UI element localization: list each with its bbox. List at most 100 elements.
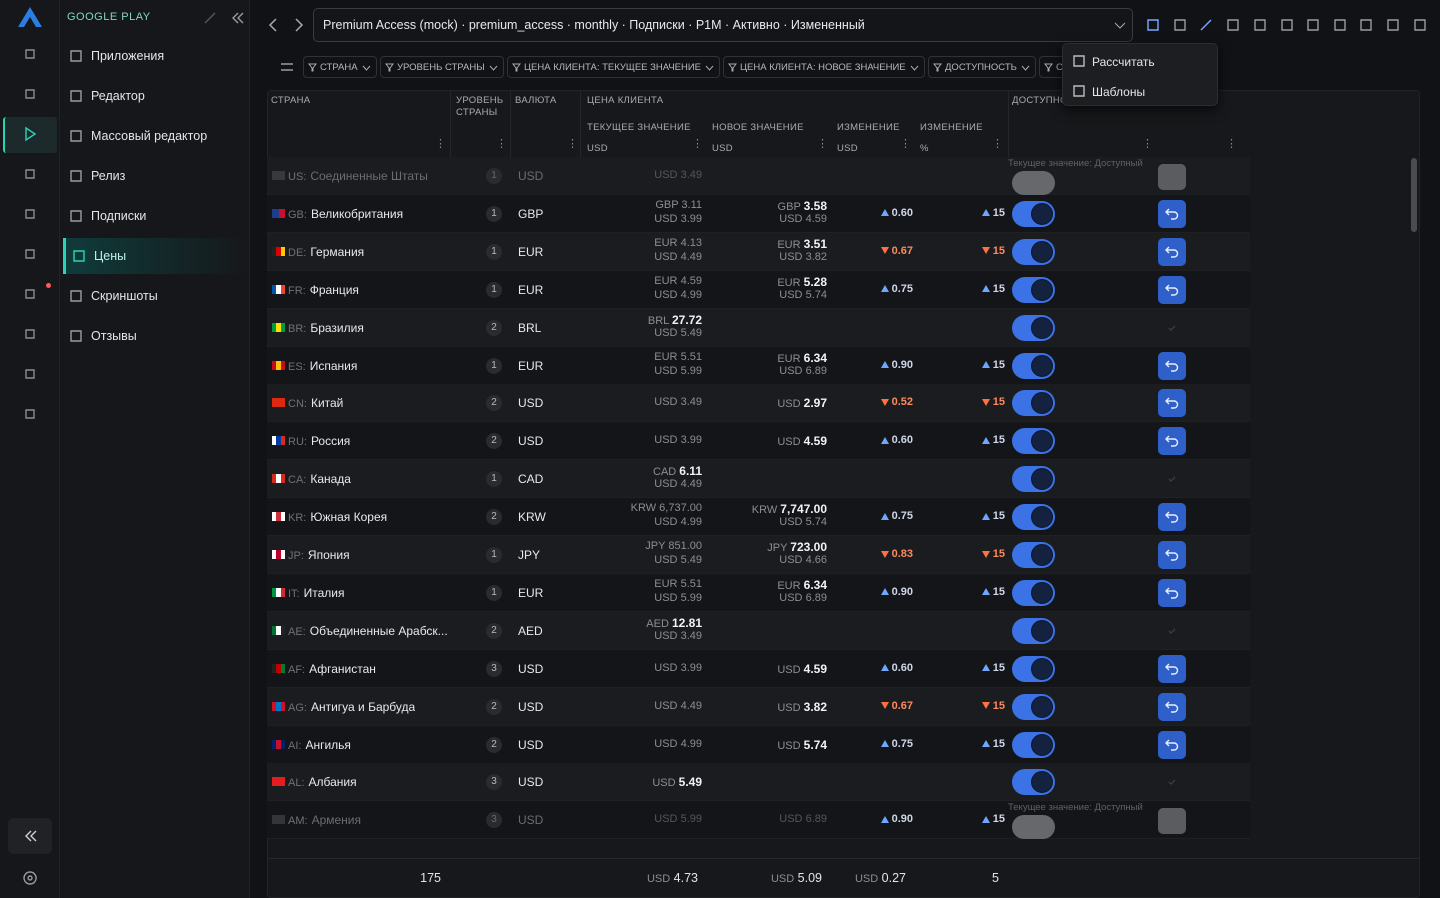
nav-item[interactable]: Скриншоты xyxy=(63,278,249,314)
nav-item[interactable]: Отзывы xyxy=(63,318,249,354)
check-icon[interactable] xyxy=(1164,471,1180,492)
nav-arrows[interactable] xyxy=(265,16,309,34)
rail-icon[interactable] xyxy=(22,828,38,849)
revert-button[interactable] xyxy=(1158,730,1186,759)
toolbar-button[interactable] xyxy=(1198,17,1214,38)
revert-button[interactable] xyxy=(1158,692,1186,721)
breadcrumb-select[interactable]: Premium Access (mock) · premium_access ·… xyxy=(313,8,1133,42)
nav-item[interactable]: Релиз xyxy=(63,158,249,194)
nav-item[interactable]: Редактор xyxy=(63,78,249,114)
toolbar-button[interactable] xyxy=(1252,17,1268,38)
filter-chip[interactable]: УРОВЕНЬ СТРАНЫ xyxy=(380,56,504,78)
nav-icon[interactable] xyxy=(68,168,84,189)
rail-icon[interactable] xyxy=(22,166,38,187)
collapse-sidebar[interactable] xyxy=(229,10,245,31)
nav-item[interactable]: Приложения xyxy=(63,38,249,74)
revert-button[interactable] xyxy=(1158,427,1186,456)
current-price: GBP 3.11 xyxy=(585,199,702,211)
nav-icon[interactable] xyxy=(68,48,84,69)
toolbar-button[interactable] xyxy=(1225,17,1241,38)
toolbar-button[interactable] xyxy=(1305,17,1321,38)
rail-icon[interactable] xyxy=(22,286,38,307)
rail-active[interactable] xyxy=(3,117,57,153)
edit-button[interactable] xyxy=(202,10,218,31)
availability-toggle[interactable] xyxy=(1012,200,1055,227)
revert-button[interactable] xyxy=(1158,351,1186,380)
revert-button[interactable] xyxy=(1158,199,1186,228)
revert-button[interactable] xyxy=(1158,541,1186,569)
menu-item[interactable]: Рассчитать xyxy=(1063,47,1217,75)
revert-button[interactable] xyxy=(1158,578,1186,607)
availability-toggle[interactable] xyxy=(1012,428,1055,455)
availability-toggle[interactable] xyxy=(1012,238,1055,265)
nav-icon[interactable] xyxy=(71,248,87,269)
menu-icon[interactable] xyxy=(1071,83,1087,104)
currency-code: EUR xyxy=(777,352,801,365)
flag-stripe xyxy=(280,701,285,711)
rail-icon[interactable] xyxy=(22,86,38,107)
new-price: USD 6.89 xyxy=(707,365,827,377)
nav-item[interactable]: Цены xyxy=(63,238,249,274)
flag xyxy=(272,739,285,749)
toolbar-button[interactable] xyxy=(1358,17,1374,38)
nav-icon[interactable] xyxy=(68,328,84,349)
revert-button[interactable] xyxy=(1158,654,1186,683)
nav-item[interactable]: Подписки xyxy=(63,198,249,234)
rail-icon[interactable] xyxy=(22,246,38,267)
filter-toggle[interactable] xyxy=(279,59,295,80)
change-value: 0.75 xyxy=(832,283,913,295)
nav-label: Приложения xyxy=(91,49,165,63)
availability-toggle[interactable] xyxy=(1012,731,1055,758)
nav-icon[interactable] xyxy=(68,208,84,229)
rail-icon[interactable] xyxy=(22,406,38,427)
rail-icon[interactable] xyxy=(22,366,38,387)
toolbar-button[interactable] xyxy=(1332,17,1348,38)
check-icon[interactable] xyxy=(1164,623,1180,644)
filter-chip[interactable]: ДОСТУПНОСТЬ xyxy=(928,56,1036,78)
footer-pct: 5 xyxy=(992,871,999,885)
availability-toggle[interactable] xyxy=(1012,352,1055,379)
toolbar-button[interactable] xyxy=(1145,17,1161,38)
revert-button[interactable] xyxy=(1158,503,1186,532)
scrollbar[interactable] xyxy=(1411,158,1417,232)
rail-icon[interactable] xyxy=(22,870,38,891)
check-icon[interactable] xyxy=(1164,774,1180,795)
availability-toggle[interactable] xyxy=(1012,579,1055,606)
revert-button[interactable] xyxy=(1158,389,1186,418)
filter-chip[interactable]: ЦЕНА КЛИЕНТА: ТЕКУЩЕЕ ЗНАЧЕНИЕ xyxy=(507,56,721,78)
rail-icon[interactable] xyxy=(22,326,38,347)
availability-toggle[interactable] xyxy=(1012,769,1055,796)
nav-icon[interactable] xyxy=(68,128,84,149)
availability-toggle[interactable] xyxy=(1012,276,1055,303)
rail-icon[interactable] xyxy=(22,126,38,147)
toolbar-button[interactable] xyxy=(1172,17,1188,38)
revert-button[interactable] xyxy=(1158,275,1186,304)
nav-icon[interactable] xyxy=(68,288,84,309)
filter-chip[interactable]: СТРАНА xyxy=(303,56,377,78)
menu-icon[interactable] xyxy=(1071,53,1087,74)
availability-toggle[interactable] xyxy=(1012,655,1055,682)
icon-glyph xyxy=(1414,19,1426,31)
rail-icon[interactable] xyxy=(22,46,38,67)
revert-button[interactable] xyxy=(1158,237,1186,266)
toolbar-button[interactable] xyxy=(1279,17,1295,38)
nav-icon[interactable] xyxy=(68,88,84,109)
flag-stripe xyxy=(280,246,285,256)
collapse-button[interactable] xyxy=(8,818,52,854)
availability-toggle[interactable] xyxy=(1012,390,1055,417)
availability-toggle[interactable] xyxy=(1012,617,1055,644)
availability-toggle[interactable] xyxy=(1012,504,1055,531)
tier-badge: 1 xyxy=(486,205,502,222)
menu-item[interactable]: Шаблоны xyxy=(1063,77,1217,105)
availability-toggle[interactable] xyxy=(1012,314,1055,341)
rail-icon[interactable] xyxy=(22,206,38,227)
availability-toggle[interactable] xyxy=(1012,693,1055,720)
nav-item[interactable]: Массовый редактор xyxy=(63,118,249,154)
availability-toggle[interactable] xyxy=(1012,542,1055,568)
filter-chip[interactable]: ЦЕНА КЛИЕНТА: НОВОЕ ЗНАЧЕНИЕ xyxy=(723,56,925,78)
current-price: USD 4.99 xyxy=(585,289,702,301)
check-icon[interactable] xyxy=(1164,320,1180,341)
availability-toggle[interactable] xyxy=(1012,466,1055,493)
toolbar-button[interactable] xyxy=(1412,17,1428,38)
toolbar-button[interactable] xyxy=(1385,17,1401,38)
